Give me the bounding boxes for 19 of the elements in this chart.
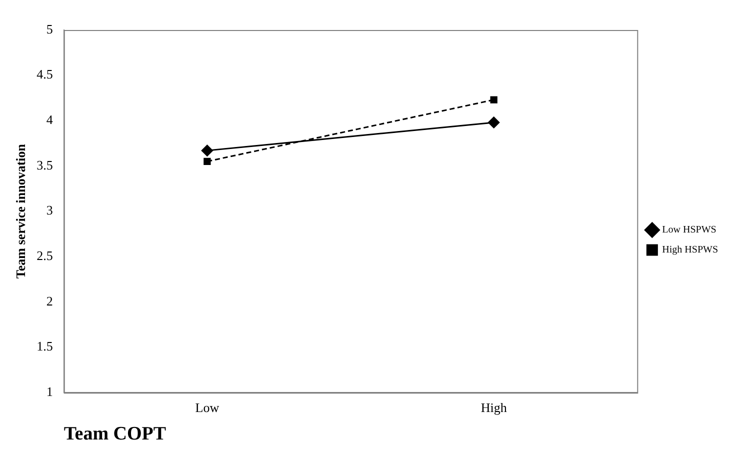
- y-tick-label: 2.5: [36, 248, 53, 264]
- point: [204, 158, 211, 166]
- y-tick-label: 4: [46, 112, 54, 128]
- y-tick-label: 2: [46, 293, 53, 308]
- x-tick-label: High: [480, 400, 508, 415]
- y-axis-title: Team service innovation: [13, 143, 28, 279]
- y-tick-label: 4.5: [36, 66, 53, 82]
- y-tick-label: 1.5: [36, 338, 53, 354]
- y-tick-label: 5: [46, 21, 53, 36]
- legend-label: High HSPWS: [662, 244, 718, 256]
- legend-label: Low HSPWS: [662, 224, 716, 236]
- point: [201, 144, 213, 156]
- point: [488, 116, 500, 128]
- point: [490, 96, 498, 104]
- y-tick-label: 3: [46, 202, 53, 218]
- y-tick-label: 3.5: [36, 157, 53, 172]
- x-axis-title: Team COPT: [64, 424, 166, 445]
- y-tick-label: 1: [46, 384, 53, 400]
- x-tick-label: Low: [195, 400, 220, 415]
